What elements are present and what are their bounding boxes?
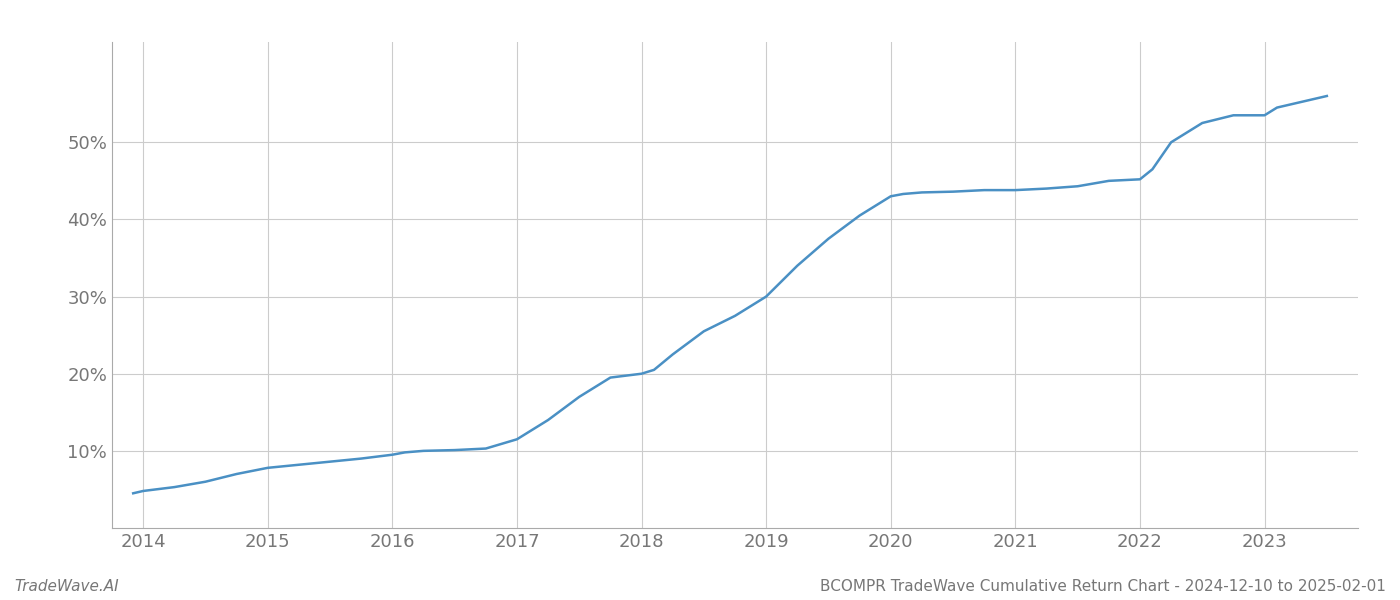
Text: TradeWave.AI: TradeWave.AI: [14, 579, 119, 594]
Text: BCOMPR TradeWave Cumulative Return Chart - 2024-12-10 to 2025-02-01: BCOMPR TradeWave Cumulative Return Chart…: [820, 579, 1386, 594]
